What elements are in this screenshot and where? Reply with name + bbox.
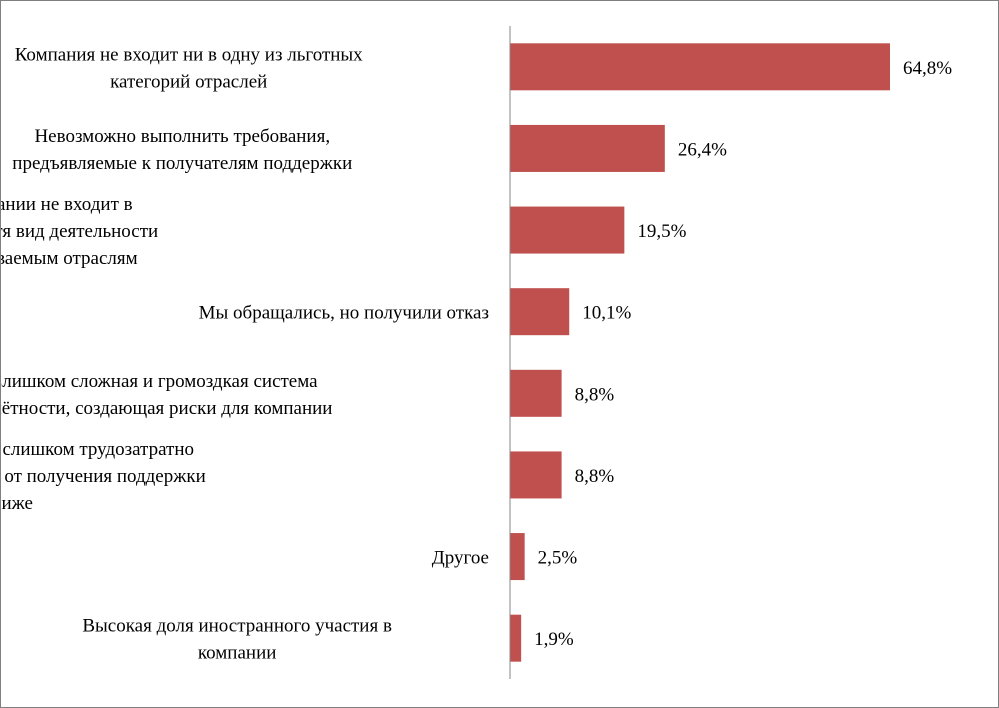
value-label-4: 10,1%	[582, 303, 631, 324]
category-label-3: Основной ОКВЭД компании не входит в утвер…	[1, 194, 158, 269]
value-label-7: 2,5%	[538, 548, 578, 569]
bar-2	[510, 124, 665, 172]
category-label-8: Высокая доля иностранного участия в компа…	[82, 616, 392, 664]
bar-5	[510, 369, 562, 417]
value-label-6: 8,8%	[575, 466, 615, 487]
category-label-line: компании	[198, 643, 277, 664]
category-label-7: Другое	[432, 548, 489, 569]
category-label-5: Слишком сложная и громоздкая система отчё…	[1, 371, 332, 419]
category-label-line: Невозможно выполнить требования,	[34, 126, 330, 147]
value-labels: 64,8% 26,4% 19,5% 10,1% 8,8% 8,8% 2,5% 1,9%	[534, 58, 952, 650]
category-label-line: ниже	[1, 493, 33, 514]
category-label-line: Мы обращались, но получили отказ	[199, 303, 489, 324]
category-label-1: Компания не входит ни в одну из льготных…	[15, 44, 363, 92]
value-label-2: 26,4%	[678, 139, 727, 160]
category-label-line: Компания не входит ни в одну из льготных	[15, 44, 363, 65]
category-label-line: предъявляемые к получателям поддержки	[12, 153, 352, 174]
bars	[510, 43, 890, 662]
category-label-line: отчётности, создающая риски для компании	[1, 398, 332, 419]
category-label-line: соответствует поддерживаемым отраслям	[1, 248, 138, 269]
category-label-line: для компании, выгоды от получения поддер…	[1, 466, 206, 487]
category-label-line: Высокая доля иностранного участия в	[82, 616, 392, 637]
bar-3	[510, 206, 625, 254]
bar-8	[510, 614, 522, 662]
category-label-line: утвержденные перечни, хотя вид деятельно…	[1, 221, 158, 242]
category-label-line: категорий отраслей	[110, 71, 267, 92]
category-label-4: Мы обращались, но получили отказ	[199, 303, 489, 324]
bar-1	[510, 43, 890, 91]
category-label-line: Основной ОКВЭД компании не входит в	[1, 194, 133, 215]
value-label-5: 8,8%	[575, 384, 615, 405]
value-label-1: 64,8%	[903, 58, 952, 79]
category-label-line: Слишком сложная и громоздкая система	[1, 371, 318, 392]
value-label-8: 1,9%	[534, 629, 574, 650]
bar-6	[510, 451, 562, 499]
category-label-6: Администрирование слишком трудозатратно д…	[1, 439, 206, 514]
value-label-3: 19,5%	[637, 221, 686, 242]
category-label-2: Невозможно выполнить требования, предъявл…	[12, 126, 352, 174]
category-label-line: Администрирование слишком трудозатратно	[1, 439, 194, 460]
category-label-line: Другое	[432, 548, 489, 569]
bar-7	[510, 533, 525, 581]
bar-4	[510, 288, 570, 336]
category-labels: Компания не входит ни в одну из льготных…	[1, 44, 489, 663]
